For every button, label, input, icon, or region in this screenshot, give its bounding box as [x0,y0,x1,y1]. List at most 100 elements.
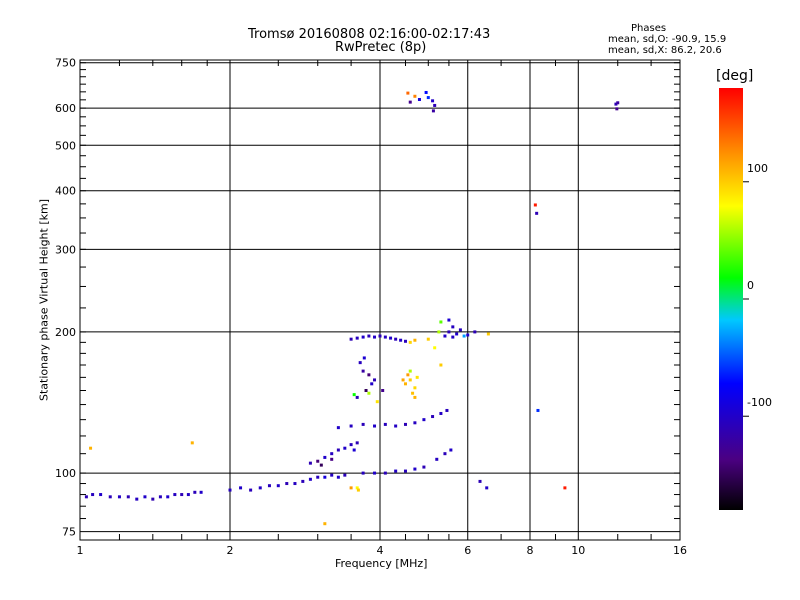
y-tick-label: 500 [55,139,76,152]
data-point [431,415,435,419]
data-point [403,469,407,473]
data-point [383,335,387,339]
data-point [117,495,121,499]
data-point [439,411,443,415]
data-point [535,211,539,215]
data-point [616,101,620,105]
data-point [193,490,197,494]
data-point [355,336,359,340]
x-axis-label: Frequency [MHz] [335,557,428,570]
y-tick-label: 100 [55,467,76,480]
data-point [408,100,412,104]
data-point [361,369,365,373]
chart-subtitle: RwPretec (8p) [335,40,427,55]
data-point [249,488,253,492]
data-point [413,467,417,471]
data-point [437,330,441,334]
data-point [343,473,347,477]
data-point [394,469,398,473]
y-axis-label: Stationary phase Virtual Height [km] [37,198,51,402]
data-point [563,486,567,490]
colorbar-tick-label: 100 [747,162,768,175]
data-point [352,393,356,397]
data-point [403,382,407,386]
data-point [349,486,353,490]
data-point [166,495,170,499]
data-point [143,495,147,499]
x-tick-label: 1 [77,544,84,557]
data-point [367,391,371,395]
data-point [411,391,415,395]
data-point [180,493,184,497]
data-point [89,446,93,450]
data-point [336,426,340,430]
data-point [361,471,365,475]
data-point [378,334,382,338]
data-point [267,484,271,488]
data-point [408,369,412,373]
data-point [394,337,398,341]
data-point [406,91,410,95]
data-point [451,335,455,339]
data-point [349,424,353,428]
data-point [431,109,435,113]
data-point [99,493,103,497]
data-point [343,446,347,450]
data-point [367,373,371,377]
data-point [445,408,449,412]
x-tick-label: 10 [571,544,585,557]
data-point [358,361,362,365]
data-point [323,475,327,479]
data-point [413,338,417,342]
data-point [126,495,130,499]
phase-header: Phases [631,23,667,34]
data-point [91,493,95,497]
data-point [485,486,489,490]
data-point [355,486,359,490]
data-point [330,457,334,461]
data-point [308,461,312,465]
data-point [323,455,327,459]
data-point [403,422,407,426]
data-point [258,486,262,490]
data-point [355,441,359,445]
data-point [417,98,421,102]
colorbar-label: [deg] [716,68,754,84]
data-point [439,363,443,367]
data-point [381,389,385,393]
data-point [443,334,447,338]
data-point [473,330,477,334]
data-point [486,332,490,336]
data-point [349,337,353,341]
data-point [447,318,451,322]
data-point [319,463,323,467]
data-point [406,373,410,377]
data-point [373,424,377,428]
data-point [413,395,417,399]
data-point [151,497,155,501]
data-point [308,477,312,481]
phase-stats-x: mean, sd,X: 86.2, 20.6 [608,45,722,56]
x-tick-label: 2 [227,544,234,557]
data-point [356,488,360,492]
data-point [190,441,194,445]
axis-ticks [80,60,680,540]
data-point [449,448,453,452]
data-point [355,395,359,399]
x-tick-label: 6 [464,544,471,557]
data-points [84,90,620,526]
x-tick-label: 4 [377,544,384,557]
data-point [228,488,232,492]
data-point [336,475,340,479]
data-point [336,448,340,452]
data-point [408,378,412,382]
data-point [466,333,470,337]
data-point [239,486,243,490]
data-point [186,493,190,497]
data-point [394,424,398,428]
data-point [458,328,462,332]
phase-stats-o: mean, sd,O: -90.9, 15.9 [608,34,727,45]
data-point [373,378,377,382]
data-point [433,346,437,350]
data-point [364,389,368,393]
